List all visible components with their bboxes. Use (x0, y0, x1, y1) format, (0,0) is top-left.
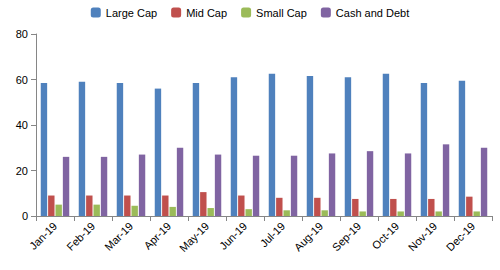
svg-text:Small Cap: Small Cap (256, 7, 307, 19)
svg-text:60: 60 (16, 74, 28, 86)
svg-text:Nov-19: Nov-19 (406, 220, 440, 254)
svg-text:40: 40 (16, 119, 28, 131)
svg-text:0: 0 (22, 210, 28, 222)
svg-text:Aug-19: Aug-19 (292, 220, 326, 254)
svg-text:Mid Cap: Mid Cap (186, 7, 227, 19)
svg-text:Jun-19: Jun-19 (217, 220, 249, 252)
svg-text:Oct-19: Oct-19 (369, 220, 401, 252)
svg-text:Jul-19: Jul-19 (258, 220, 288, 250)
svg-text:Feb-19: Feb-19 (64, 220, 97, 253)
svg-text:20: 20 (16, 165, 28, 177)
svg-text:Dec-19: Dec-19 (444, 220, 478, 254)
svg-text:Cash and Debt: Cash and Debt (336, 7, 409, 19)
svg-text:May-19: May-19 (177, 220, 211, 254)
svg-text:Mar-19: Mar-19 (102, 220, 135, 253)
svg-text:Apr-19: Apr-19 (141, 220, 173, 252)
svg-text:Large Cap: Large Cap (106, 7, 157, 19)
svg-text:80: 80 (16, 28, 28, 40)
svg-text:Jan-19: Jan-19 (27, 220, 59, 252)
svg-text:Sep-19: Sep-19 (330, 220, 364, 254)
